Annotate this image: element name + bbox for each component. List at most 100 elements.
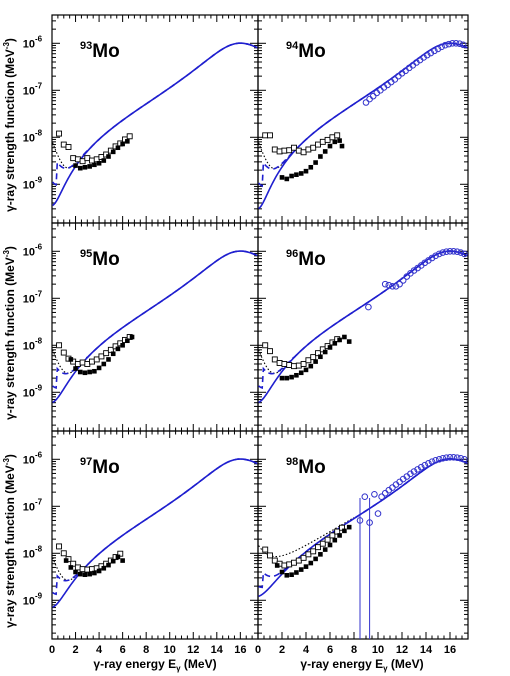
open-square-point	[107, 346, 114, 353]
y-tick-label-exp: -8	[35, 336, 43, 345]
open-square-point	[310, 144, 317, 151]
x-tick-label: 6	[327, 644, 333, 656]
filled-square-point	[77, 571, 83, 577]
open-circle-point	[389, 282, 396, 290]
open-square-point	[329, 532, 336, 539]
filled-square-point	[342, 528, 347, 534]
filled-square-point	[332, 537, 338, 543]
panel-label: 93Mo	[80, 40, 120, 62]
x-tick-label: 2	[279, 644, 285, 656]
filled-square-point	[284, 375, 290, 381]
open-square-point	[286, 561, 293, 568]
open-circle-point	[438, 43, 445, 51]
open-square-point	[84, 361, 91, 367]
y-tick-label: 10	[23, 179, 35, 191]
filled-square-point	[82, 164, 88, 170]
panel-frame	[257, 430, 469, 640]
open-circle-point	[432, 252, 439, 260]
filled-square-point	[96, 568, 102, 574]
panel-96Mo: 96Mo	[257, 222, 469, 432]
y-tick-label: 10	[23, 38, 35, 50]
filled-square-point	[106, 357, 111, 362]
open-circle-point	[361, 493, 369, 500]
filled-square-point	[106, 154, 111, 159]
open-circle-point	[396, 280, 403, 288]
y-axis-title: γ-ray strength function (MeV-3)	[2, 246, 17, 420]
panel-label-mass: 95	[80, 248, 92, 260]
open-square-point	[276, 360, 283, 366]
theory-solid-curve	[258, 250, 468, 404]
y-tick-label-exp: -7	[35, 497, 43, 506]
open-circle-point	[459, 41, 467, 49]
filled-square-point	[318, 552, 323, 557]
open-square-point	[79, 566, 86, 573]
filled-square-point	[322, 547, 328, 552]
open-circle-point	[385, 281, 393, 289]
open-circle-point	[428, 254, 436, 262]
open-circle-point	[453, 454, 461, 462]
open-square-point	[281, 562, 288, 569]
open-square-point	[305, 551, 312, 558]
filled-square-point	[110, 149, 116, 155]
open-circle-point	[423, 51, 431, 59]
filled-square-point	[337, 533, 342, 538]
filled-square-point	[87, 571, 92, 577]
y-tick-label-exp: -7	[35, 81, 43, 90]
panel-94Mo: 94Mo	[257, 14, 469, 224]
open-square-point	[74, 564, 81, 571]
panel-label-element: Mo	[298, 41, 325, 62]
theory-solid-curve	[52, 42, 258, 207]
filled-square-point	[115, 145, 121, 151]
y-tick-label: 10	[23, 293, 35, 305]
filled-square-point	[303, 564, 309, 569]
filled-square-point	[313, 556, 318, 562]
filled-square-point	[327, 542, 333, 548]
filled-square-point	[332, 341, 338, 346]
open-square-point	[267, 132, 273, 139]
open-circle-point	[452, 39, 460, 47]
filled-square-point	[346, 339, 352, 344]
open-circle-point	[446, 247, 454, 255]
x-tick-label: 0	[49, 644, 55, 656]
filled-square-point	[68, 565, 74, 570]
theory-solid-curve	[52, 458, 258, 609]
open-square-point	[79, 359, 86, 366]
filled-square-point	[339, 143, 345, 149]
open-square-point	[262, 342, 269, 349]
open-circle-point	[457, 454, 465, 462]
open-square-point	[262, 132, 269, 139]
theory-solid-curve	[258, 42, 468, 210]
open-circle-point	[446, 454, 454, 461]
y-tick-label: 10	[23, 85, 35, 97]
open-square-point	[310, 354, 317, 361]
filled-square-point	[313, 359, 318, 364]
filled-square-point	[92, 162, 97, 168]
open-square-point	[60, 349, 67, 356]
filled-square-point	[294, 372, 299, 378]
open-square-point	[291, 144, 297, 151]
open-circle-point	[378, 493, 385, 500]
open-circle-point	[362, 99, 370, 106]
open-square-point	[84, 566, 91, 573]
open-circle-point	[421, 461, 429, 469]
x-tick-label: 8	[351, 644, 357, 656]
theory-dashed-curve	[258, 458, 468, 589]
open-square-point	[56, 342, 63, 349]
filled-square-point	[342, 334, 347, 340]
open-circle-point	[427, 49, 435, 57]
open-square-point	[93, 356, 100, 363]
y-tick-label-exp: -7	[35, 289, 43, 298]
panel-label: 96Mo	[286, 248, 326, 270]
panel-label: 94Mo	[286, 40, 326, 62]
open-circle-point	[371, 490, 378, 498]
filled-square-point	[298, 171, 304, 176]
filled-square-point	[129, 334, 135, 340]
open-square-point	[271, 356, 278, 363]
open-circle-point	[457, 249, 465, 256]
open-circle-point	[403, 273, 411, 280]
panel-label-mass: 97	[80, 456, 92, 468]
open-square-point	[281, 361, 288, 367]
open-square-point	[60, 550, 67, 557]
